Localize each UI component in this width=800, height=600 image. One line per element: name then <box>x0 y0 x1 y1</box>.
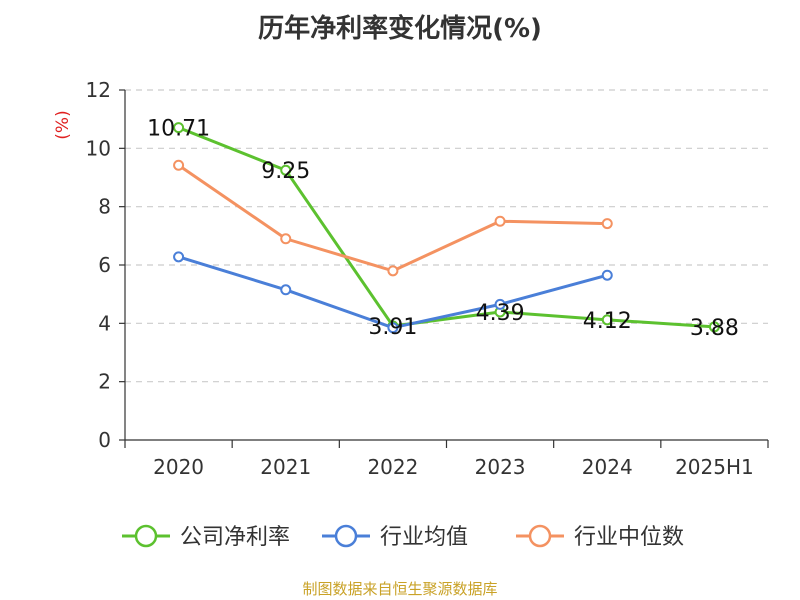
data-point <box>173 159 185 171</box>
source-note: 制图数据来自恒生聚源数据库 <box>302 580 498 598</box>
chart-title: 历年净利率变化情况(%) <box>258 14 542 44</box>
data-label: 9.25 <box>261 159 310 184</box>
series-line-1 <box>178 126 715 329</box>
y-tick-label: 0 <box>98 428 111 452</box>
x-tick-label: 2022 <box>367 455 418 479</box>
data-point <box>173 251 185 263</box>
x-tick-label: 2025H1 <box>675 455 754 479</box>
x-tick-label: 2020 <box>153 455 204 479</box>
data-point <box>387 265 399 277</box>
legend-marker <box>134 524 158 548</box>
y-tick-label: 12 <box>86 78 111 102</box>
x-tick-label: 2021 <box>260 455 311 479</box>
data-label: 3.91 <box>368 315 417 340</box>
data-label: 4.39 <box>476 301 525 326</box>
data-point <box>280 164 292 176</box>
data-label: 4.12 <box>583 309 632 334</box>
legend-label: 行业中位数 <box>574 525 684 550</box>
gridlines <box>125 89 768 383</box>
y-tick-label: 10 <box>86 136 111 160</box>
legend-label: 公司净利率 <box>180 525 290 550</box>
data-point <box>280 284 292 296</box>
data-point <box>494 298 506 310</box>
data-point <box>601 269 613 281</box>
series-line-3 <box>177 164 608 273</box>
data-point <box>494 215 506 227</box>
data-point <box>387 322 399 334</box>
data-point <box>601 218 613 230</box>
legend-marker <box>334 524 358 548</box>
axes: 0 2 4 6 8 10 12 2020 2021 2022 2023 2024 2025H1 (%) <box>53 78 769 479</box>
legend-label: 行业均值 <box>380 525 468 550</box>
y-tick-label: 2 <box>98 370 111 394</box>
y-axis-label: (%) <box>53 110 73 139</box>
y-tick-label: 6 <box>98 253 111 277</box>
series-lines <box>173 122 720 334</box>
data-labels: 10.71 9.25 3.91 4.39 4.12 3.88 <box>147 117 739 341</box>
data-point <box>173 122 185 134</box>
y-tick-label: 4 <box>98 311 111 335</box>
x-tick-label: 2023 <box>475 455 526 479</box>
data-label: 10.71 <box>147 117 210 142</box>
legend: 公司净利率 行业均值 行业中位数 <box>122 524 684 550</box>
y-tick-label: 8 <box>98 195 111 219</box>
data-point <box>708 321 720 333</box>
data-point <box>280 233 292 245</box>
data-label: 3.88 <box>690 316 739 341</box>
x-tick-label: 2024 <box>582 455 633 479</box>
legend-marker <box>528 524 552 548</box>
data-point <box>601 314 613 326</box>
